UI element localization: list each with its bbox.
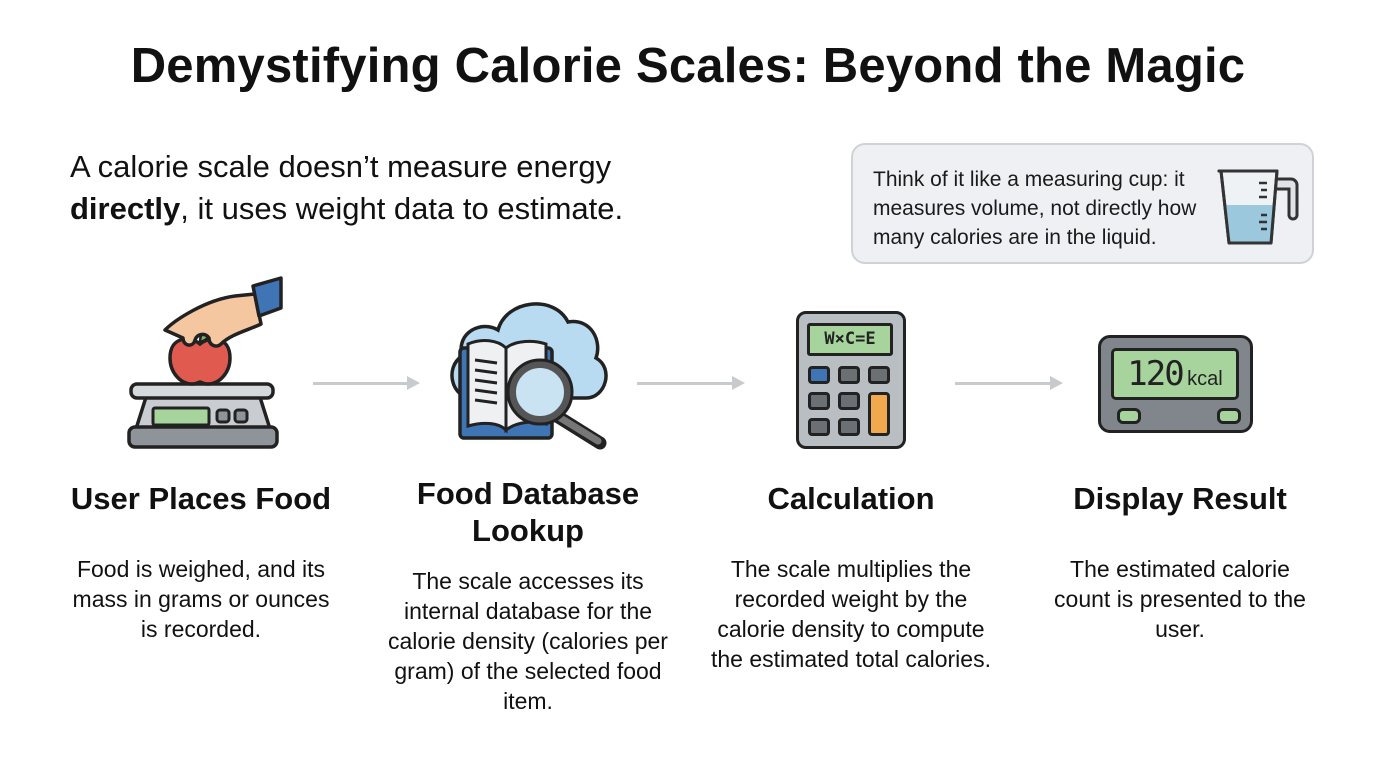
display-button xyxy=(1117,408,1141,424)
step-desc-user-places-food: Food is weighed, and its mass in grams o… xyxy=(72,556,330,642)
calc-key xyxy=(838,418,860,436)
step-title-user-places-food: User Places Food xyxy=(70,481,332,516)
display-value: 120 xyxy=(1127,354,1184,394)
measuring-cup-icon xyxy=(1217,169,1299,245)
subtitle-part2: , it uses weight data to estimate. xyxy=(180,191,624,226)
calc-key xyxy=(868,366,890,384)
step-title-display-result: Display Result xyxy=(1073,481,1287,516)
cloud-book-magnifier-icon xyxy=(450,302,608,450)
display-button xyxy=(1217,408,1241,424)
scale-with-apple-icon xyxy=(127,276,283,449)
subtitle-part1: A calorie scale doesn’t measure energy xyxy=(70,149,612,184)
flow-arrow xyxy=(955,376,1063,390)
calc-key xyxy=(808,392,830,410)
calculator-screen: W×C=E xyxy=(807,323,893,356)
display-icon: 120 kcal xyxy=(1098,335,1253,433)
callout-text: Think of it like a measuring cup: it mea… xyxy=(873,168,1197,249)
display-screen: 120 kcal xyxy=(1111,348,1239,400)
calc-key xyxy=(838,392,860,410)
calc-key xyxy=(808,418,830,436)
page-title: Demystifying Calorie Scales: Beyond the … xyxy=(130,39,1246,93)
subtitle: A calorie scale doesn’t measure energy di… xyxy=(70,146,770,230)
flow-arrow xyxy=(637,376,745,390)
step-title-food-database-lookup: Food Database Lookup xyxy=(416,476,640,548)
calc-key xyxy=(868,392,890,436)
calculator-icon: W×C=E xyxy=(796,311,906,449)
display-unit: kcal xyxy=(1187,368,1223,390)
step-desc-display-result: The estimated calorie count is presented… xyxy=(1054,556,1306,642)
step-desc-food-database-lookup: The scale accesses its internal database… xyxy=(388,568,668,714)
flow-arrow xyxy=(313,376,420,390)
callout-box: Think of it like a measuring cup: it mea… xyxy=(851,143,1314,264)
step-desc-calculation: The scale multiplies the recorded weight… xyxy=(711,556,991,672)
calc-key xyxy=(808,366,830,384)
subtitle-bold: directly xyxy=(70,191,181,226)
step-title-calculation: Calculation xyxy=(767,481,935,516)
calc-key xyxy=(838,366,860,384)
